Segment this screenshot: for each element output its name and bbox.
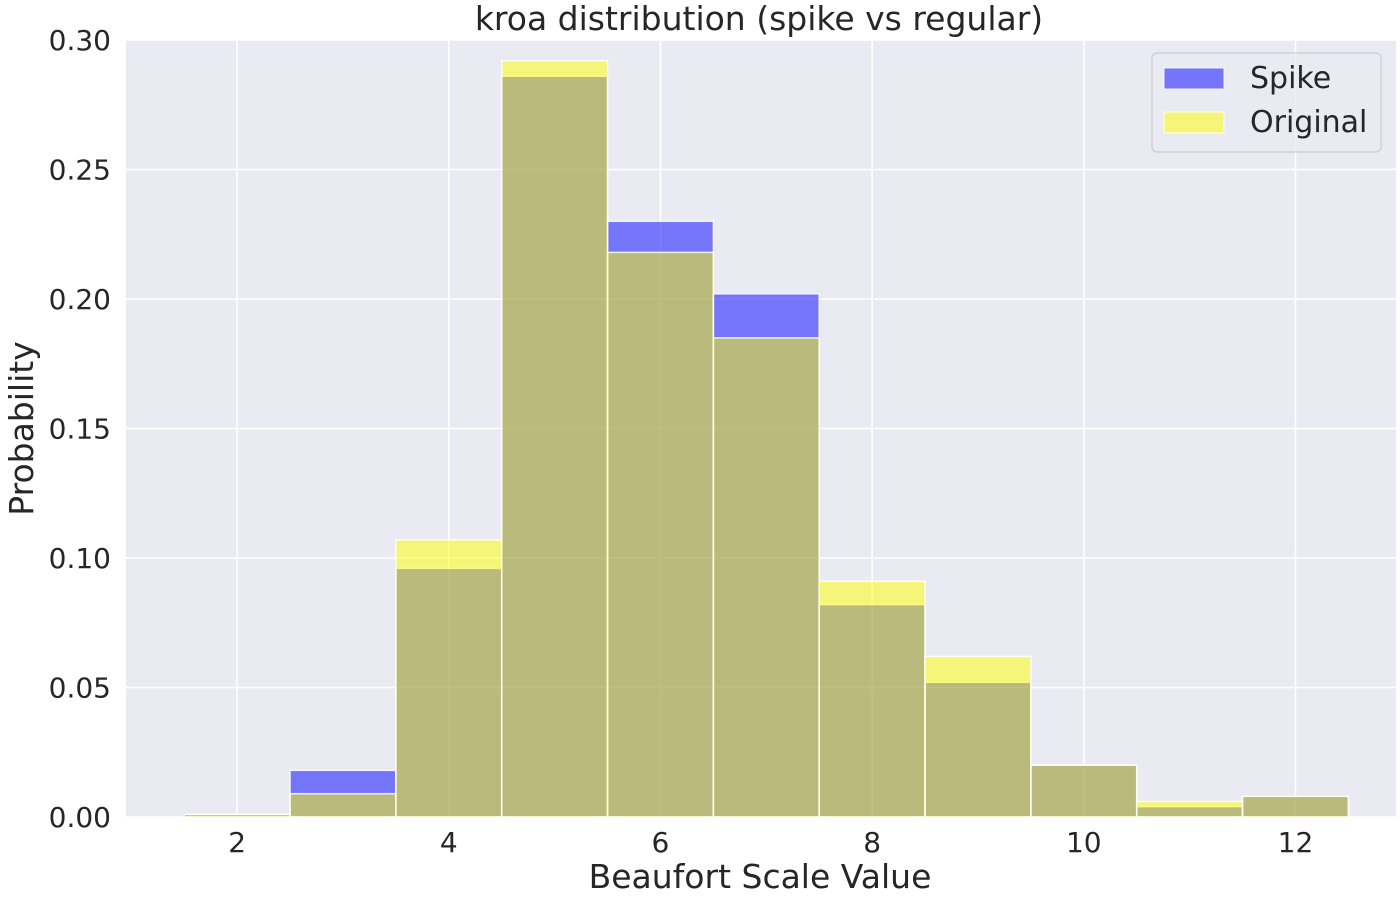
x-axis-label: Beaufort Scale Value (589, 857, 932, 896)
bar-original (289, 792, 397, 818)
legend: Spike Original (1151, 52, 1382, 153)
x-tick-label: 12 (1278, 826, 1314, 859)
bar-original (1135, 800, 1244, 818)
bar-original (1030, 764, 1138, 818)
tick-labels: 2 4 6 8 10 12 0.00 0.05 0.10 0.15 0.20 0.25 0.30 (49, 24, 1314, 859)
bar-original (818, 580, 926, 818)
bar-original (500, 59, 609, 818)
legend-swatch-original (1163, 111, 1225, 134)
bar-original (712, 337, 820, 818)
bar-original (1241, 795, 1350, 818)
x-tick-label: 8 (863, 826, 881, 859)
bar-original (183, 813, 291, 818)
bar-original (924, 655, 1032, 818)
legend-label-original: Original (1250, 105, 1367, 140)
x-tick-label: 6 (652, 826, 670, 859)
x-tick-label: 10 (1066, 826, 1102, 859)
y-tick-label: 0.10 (49, 542, 111, 575)
bar-original (606, 251, 715, 818)
y-tick-label: 0.00 (49, 801, 111, 834)
x-tick-label: 4 (440, 826, 458, 859)
legend-swatch-spike (1163, 67, 1225, 90)
y-tick-label: 0.25 (49, 154, 111, 187)
y-tick-label: 0.15 (49, 413, 111, 446)
bar-original (395, 539, 503, 818)
x-tick-label: 2 (228, 826, 246, 859)
y-axis-label: Probability (2, 341, 41, 515)
y-tick-label: 0.05 (49, 672, 111, 705)
legend-label-spike: Spike (1250, 61, 1331, 96)
bars (183, 59, 1350, 818)
y-tick-label: 0.30 (49, 24, 111, 57)
y-tick-label: 0.20 (49, 283, 111, 316)
chart-title: kroa distribution (spike vs regular) (475, 0, 1043, 38)
